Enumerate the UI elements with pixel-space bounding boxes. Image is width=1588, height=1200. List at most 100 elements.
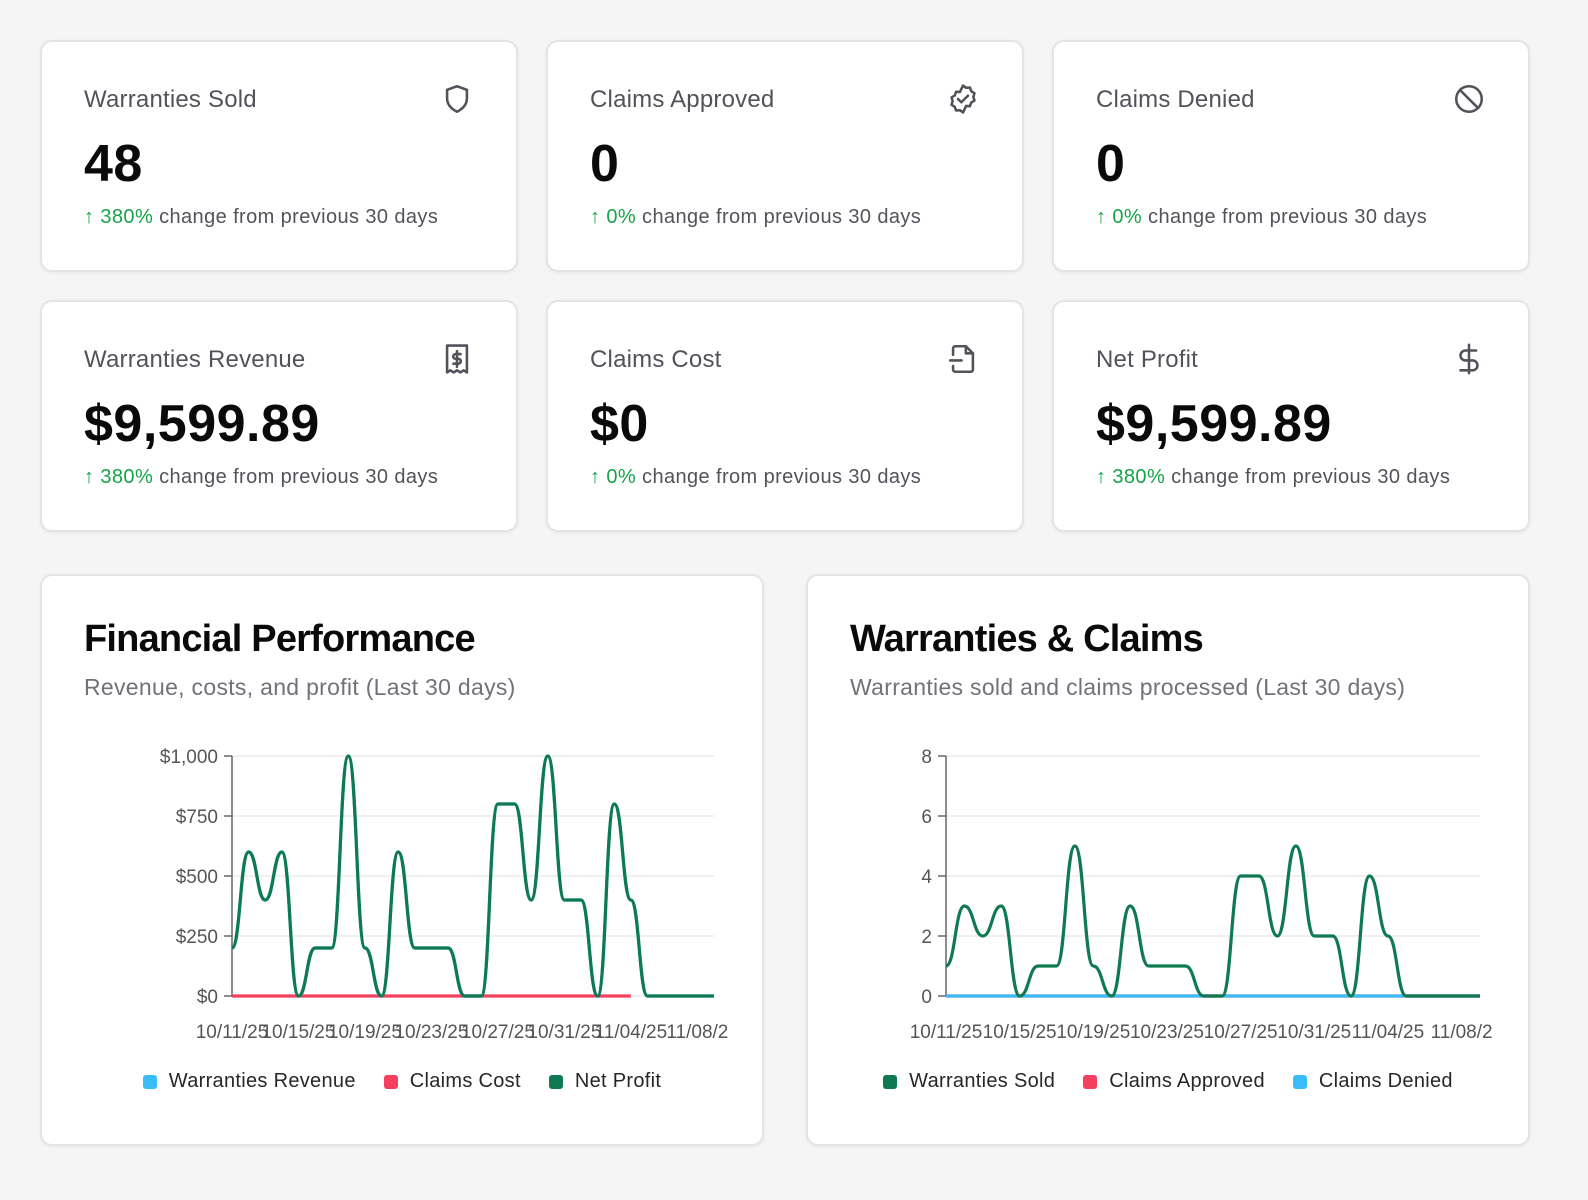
y-tick-label: $0 (197, 987, 218, 1008)
legend-item[interactable]: Warranties Revenue (142, 1070, 356, 1093)
chart-title: Financial Performance (84, 618, 476, 660)
legend-swatch (548, 1074, 563, 1089)
stat-change: ↑ 0% change from previous 30 days (590, 466, 921, 489)
x-tick-label: 10/31/25 (1277, 1022, 1351, 1043)
x-tick-label: 10/27/25 (1204, 1022, 1278, 1043)
change-percent: 380% (1112, 466, 1166, 488)
x-tick-label: 10/11/25 (910, 1022, 983, 1043)
stat-change: ↑ 380% change from previous 30 days (84, 466, 438, 489)
legend-item[interactable]: Net Profit (548, 1070, 662, 1093)
stat-card-claims-denied: Claims Denied 0 ↑ 0% change from previou… (1052, 40, 1530, 272)
x-tick-label: 10/31/25 (527, 1022, 601, 1043)
legend-item[interactable]: Claims Approved (1083, 1070, 1265, 1093)
change-text: change from previous 30 days (153, 206, 439, 228)
x-tick-label: 11/08/2 (666, 1022, 728, 1043)
legend-label: Net Profit (574, 1070, 662, 1092)
stat-title: Claims Cost (590, 346, 722, 373)
stat-change: ↑ 380% change from previous 30 days (84, 206, 438, 229)
chart-subtitle: Warranties sold and claims processed (La… (850, 674, 1406, 700)
stat-value: 48 (84, 135, 143, 193)
badge-check-icon (950, 84, 976, 114)
financial-performance-chart: $0 $250 $500 $750 $1,000 10/11/2510/15/2510/1… (160, 747, 728, 1043)
x-tick-label: 11/04/25 (595, 1022, 668, 1043)
file-minus-icon (948, 344, 975, 374)
chart-subtitle: Revenue, costs, and profit (Last 30 days… (84, 674, 516, 700)
legend-label: Warranties Sold (909, 1070, 1056, 1092)
shield-icon (445, 84, 469, 114)
legend-item[interactable]: Claims Denied (1292, 1070, 1453, 1093)
y-tick-label: $500 (176, 867, 218, 888)
stat-value: 0 (590, 135, 620, 193)
stat-card-warranties-sold: Warranties Sold 48 ↑ 380% change from pr… (40, 40, 518, 272)
stat-change: ↑ 0% change from previous 30 days (1096, 206, 1427, 229)
legend-swatch (883, 1074, 898, 1089)
stat-card-net-profit: Net Profit $9,599.89 ↑ 380% change from … (1052, 300, 1530, 532)
x-tick-label: 10/23/25 (394, 1022, 468, 1043)
change-percent: 380% (100, 206, 154, 228)
stat-title: Net Profit (1096, 346, 1199, 373)
stat-title: Warranties Sold (84, 86, 257, 113)
chart-legend: Warranties Revenue Claims Cost Net Profit (42, 1070, 762, 1093)
change-text: change from previous 30 days (1165, 466, 1451, 488)
x-tick-label: 10/19/25 (1056, 1022, 1130, 1043)
y-tick-label: 8 (921, 747, 932, 768)
legend-item[interactable]: Warranties Sold (883, 1070, 1055, 1093)
dollar-icon (1459, 343, 1479, 375)
legend-swatch (142, 1074, 157, 1089)
stat-value: $9,599.89 (84, 395, 320, 453)
legend-label: Claims Cost (409, 1070, 521, 1092)
change-percent: 380% (100, 466, 154, 488)
arrow-up-icon: ↑ (84, 206, 95, 228)
receipt-icon (445, 344, 469, 374)
x-tick-label: 10/15/25 (983, 1022, 1057, 1043)
legend-label: Claims Denied (1318, 1070, 1453, 1092)
x-tick-label: 10/23/25 (1130, 1022, 1204, 1043)
stat-change: ↑ 380% change from previous 30 days (1096, 466, 1450, 489)
change-percent: 0% (606, 206, 637, 228)
arrow-up-icon: ↑ (590, 206, 601, 228)
x-tick-label: 11/04/25 (1352, 1022, 1425, 1043)
change-text: change from previous 30 days (1142, 206, 1428, 228)
change-text: change from previous 30 days (636, 466, 922, 488)
y-tick-label: $1,000 (160, 747, 218, 768)
legend-swatch (1083, 1074, 1098, 1089)
stat-title: Claims Denied (1096, 86, 1255, 113)
ban-icon (1454, 84, 1484, 114)
y-tick-label: 6 (921, 807, 932, 828)
chart-title: Warranties & Claims (850, 618, 1204, 660)
change-text: change from previous 30 days (636, 206, 922, 228)
y-tick-label: $750 (176, 807, 218, 828)
change-percent: 0% (606, 466, 637, 488)
arrow-up-icon: ↑ (1096, 466, 1107, 488)
legend-item[interactable]: Claims Cost (383, 1070, 521, 1093)
legend-label: Claims Approved (1109, 1070, 1265, 1092)
y-tick-label: 2 (921, 927, 932, 948)
stat-value: $9,599.89 (1096, 395, 1332, 453)
y-tick-label: 0 (921, 987, 932, 1008)
series-line-warranties-sold (945, 844, 1480, 998)
arrow-up-icon: ↑ (1096, 206, 1107, 228)
arrow-up-icon: ↑ (590, 466, 601, 488)
y-tick-label: $250 (176, 927, 218, 948)
warranties-claims-card: Warranties & Claims Warranties sold and … (806, 574, 1530, 1146)
stat-value: 0 (1096, 135, 1126, 193)
stat-title: Claims Approved (590, 86, 775, 113)
legend-label: Warranties Revenue (168, 1070, 356, 1092)
x-tick-label: 10/19/25 (328, 1022, 402, 1043)
financial-performance-card: Financial Performance Revenue, costs, an… (40, 574, 764, 1146)
legend-swatch (1292, 1074, 1307, 1089)
stat-card-warranties-revenue: Warranties Revenue $9,599.89 ↑ 380% chan… (40, 300, 518, 532)
x-tick-label: 10/15/25 (261, 1022, 335, 1043)
y-tick-label: 4 (921, 867, 932, 888)
stat-change: ↑ 0% change from previous 30 days (590, 206, 921, 229)
stat-title: Warranties Revenue (84, 346, 306, 373)
series-line-net-profit (230, 754, 714, 998)
x-tick-label: 10/11/25 (196, 1022, 269, 1043)
stat-card-claims-approved: Claims Approved 0 ↑ 0% change from previ… (546, 40, 1024, 272)
stat-card-claims-cost: Claims Cost $0 ↑ 0% change from previous… (546, 300, 1024, 532)
x-tick-label: 10/27/25 (461, 1022, 535, 1043)
change-text: change from previous 30 days (153, 466, 439, 488)
x-tick-label: 11/08/2 (1431, 1022, 1493, 1043)
chart-legend: Warranties Sold Claims Approved Claims Den… (808, 1070, 1528, 1093)
